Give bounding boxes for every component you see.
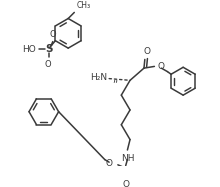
Text: HO: HO xyxy=(22,45,36,54)
Text: ,,: ,, xyxy=(112,74,118,84)
Text: O: O xyxy=(157,62,164,71)
Text: O: O xyxy=(50,30,56,39)
Text: O: O xyxy=(122,180,129,187)
Text: O: O xyxy=(44,60,51,69)
Text: H₂N: H₂N xyxy=(90,73,107,82)
Text: S: S xyxy=(46,45,53,54)
Text: O: O xyxy=(106,159,113,168)
Text: NH: NH xyxy=(121,154,134,163)
Text: O: O xyxy=(143,47,150,56)
Text: CH₃: CH₃ xyxy=(77,1,91,10)
